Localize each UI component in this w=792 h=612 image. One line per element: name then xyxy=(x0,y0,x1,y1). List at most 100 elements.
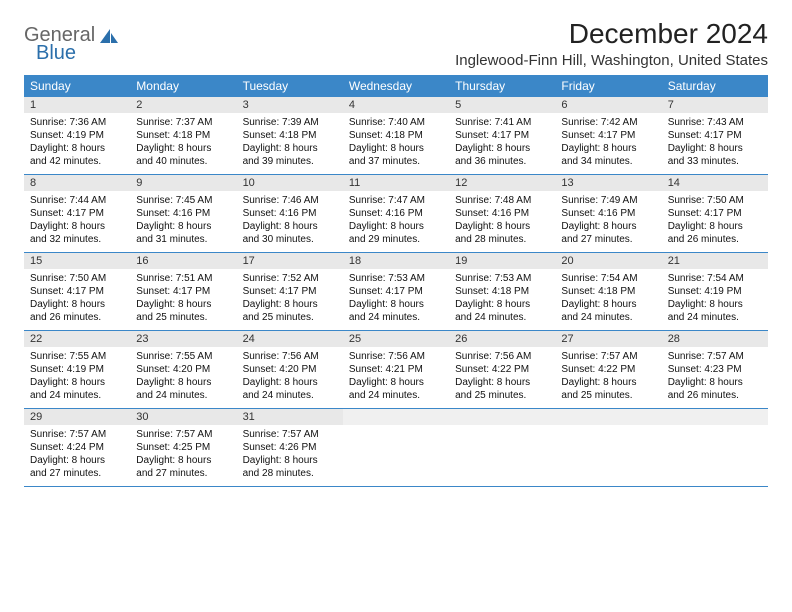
weekday-header: Saturday xyxy=(662,75,768,97)
calendar-day-cell: 11Sunrise: 7:47 AMSunset: 4:16 PMDayligh… xyxy=(343,175,449,253)
daylight-line: Daylight: 8 hours and 39 minutes. xyxy=(243,142,337,168)
daylight-line: Daylight: 8 hours and 25 minutes. xyxy=(243,298,337,324)
sunset-line: Sunset: 4:17 PM xyxy=(136,285,230,298)
sunrise-line: Sunrise: 7:51 AM xyxy=(136,272,230,285)
daylight-line: Daylight: 8 hours and 24 minutes. xyxy=(561,298,655,324)
sunrise-line: Sunrise: 7:39 AM xyxy=(243,116,337,129)
day-details: Sunrise: 7:53 AMSunset: 4:18 PMDaylight:… xyxy=(449,269,555,330)
sunrise-line: Sunrise: 7:53 AM xyxy=(349,272,443,285)
location: Inglewood-Finn Hill, Washington, United … xyxy=(455,52,768,69)
calendar-day-cell: 12Sunrise: 7:48 AMSunset: 4:16 PMDayligh… xyxy=(449,175,555,253)
empty-day-header xyxy=(662,409,768,425)
empty-day-body xyxy=(343,425,449,477)
calendar-day-cell: 19Sunrise: 7:53 AMSunset: 4:18 PMDayligh… xyxy=(449,253,555,331)
sunrise-line: Sunrise: 7:57 AM xyxy=(30,428,124,441)
daylight-line: Daylight: 8 hours and 42 minutes. xyxy=(30,142,124,168)
empty-day-body xyxy=(449,425,555,477)
day-number: 26 xyxy=(449,331,555,347)
day-details: Sunrise: 7:47 AMSunset: 4:16 PMDaylight:… xyxy=(343,191,449,252)
calendar-day-cell: 27Sunrise: 7:57 AMSunset: 4:22 PMDayligh… xyxy=(555,331,661,409)
daylight-line: Daylight: 8 hours and 26 minutes. xyxy=(30,298,124,324)
sunrise-line: Sunrise: 7:56 AM xyxy=(349,350,443,363)
day-number: 19 xyxy=(449,253,555,269)
sunset-line: Sunset: 4:18 PM xyxy=(561,285,655,298)
daylight-line: Daylight: 8 hours and 25 minutes. xyxy=(136,298,230,324)
sunrise-line: Sunrise: 7:56 AM xyxy=(243,350,337,363)
calendar-day-cell: 7Sunrise: 7:43 AMSunset: 4:17 PMDaylight… xyxy=(662,97,768,175)
month-title: December 2024 xyxy=(455,18,768,50)
sunset-line: Sunset: 4:25 PM xyxy=(136,441,230,454)
sunrise-line: Sunrise: 7:50 AM xyxy=(668,194,762,207)
sunset-line: Sunset: 4:24 PM xyxy=(30,441,124,454)
day-number: 13 xyxy=(555,175,661,191)
sunrise-line: Sunrise: 7:57 AM xyxy=(243,428,337,441)
day-details: Sunrise: 7:49 AMSunset: 4:16 PMDaylight:… xyxy=(555,191,661,252)
empty-day-header xyxy=(343,409,449,425)
calendar-day-cell: 28Sunrise: 7:57 AMSunset: 4:23 PMDayligh… xyxy=(662,331,768,409)
daylight-line: Daylight: 8 hours and 33 minutes. xyxy=(668,142,762,168)
sunrise-line: Sunrise: 7:50 AM xyxy=(30,272,124,285)
sunset-line: Sunset: 4:20 PM xyxy=(136,363,230,376)
logo: General Blue xyxy=(24,18,120,47)
calendar-day-cell: 2Sunrise: 7:37 AMSunset: 4:18 PMDaylight… xyxy=(130,97,236,175)
logo-text-blue: Blue xyxy=(36,42,76,65)
daylight-line: Daylight: 8 hours and 24 minutes. xyxy=(243,376,337,402)
day-details: Sunrise: 7:57 AMSunset: 4:26 PMDaylight:… xyxy=(237,425,343,486)
calendar-day-cell: 16Sunrise: 7:51 AMSunset: 4:17 PMDayligh… xyxy=(130,253,236,331)
daylight-line: Daylight: 8 hours and 27 minutes. xyxy=(561,220,655,246)
daylight-line: Daylight: 8 hours and 32 minutes. xyxy=(30,220,124,246)
daylight-line: Daylight: 8 hours and 24 minutes. xyxy=(30,376,124,402)
day-number: 21 xyxy=(662,253,768,269)
daylight-line: Daylight: 8 hours and 24 minutes. xyxy=(455,298,549,324)
sunset-line: Sunset: 4:19 PM xyxy=(30,363,124,376)
weekday-header: Sunday xyxy=(24,75,130,97)
sunset-line: Sunset: 4:16 PM xyxy=(349,207,443,220)
day-details: Sunrise: 7:53 AMSunset: 4:17 PMDaylight:… xyxy=(343,269,449,330)
calendar-day-cell: 29Sunrise: 7:57 AMSunset: 4:24 PMDayligh… xyxy=(24,409,130,487)
sunset-line: Sunset: 4:18 PM xyxy=(349,129,443,142)
day-details: Sunrise: 7:41 AMSunset: 4:17 PMDaylight:… xyxy=(449,113,555,174)
empty-day-header xyxy=(449,409,555,425)
calendar-day-cell: 6Sunrise: 7:42 AMSunset: 4:17 PMDaylight… xyxy=(555,97,661,175)
sunrise-line: Sunrise: 7:55 AM xyxy=(136,350,230,363)
calendar-day-cell: 15Sunrise: 7:50 AMSunset: 4:17 PMDayligh… xyxy=(24,253,130,331)
day-number: 30 xyxy=(130,409,236,425)
sunset-line: Sunset: 4:17 PM xyxy=(243,285,337,298)
day-details: Sunrise: 7:57 AMSunset: 4:22 PMDaylight:… xyxy=(555,347,661,408)
sunrise-line: Sunrise: 7:43 AM xyxy=(668,116,762,129)
calendar-week-row: 1Sunrise: 7:36 AMSunset: 4:19 PMDaylight… xyxy=(24,97,768,175)
calendar-day-cell: 22Sunrise: 7:55 AMSunset: 4:19 PMDayligh… xyxy=(24,331,130,409)
calendar-day-cell xyxy=(449,409,555,487)
day-number: 28 xyxy=(662,331,768,347)
daylight-line: Daylight: 8 hours and 40 minutes. xyxy=(136,142,230,168)
sunrise-line: Sunrise: 7:57 AM xyxy=(668,350,762,363)
sunrise-line: Sunrise: 7:48 AM xyxy=(455,194,549,207)
sunset-line: Sunset: 4:22 PM xyxy=(455,363,549,376)
day-number: 9 xyxy=(130,175,236,191)
day-number: 22 xyxy=(24,331,130,347)
header: General Blue December 2024 Inglewood-Fin… xyxy=(24,18,768,69)
day-details: Sunrise: 7:43 AMSunset: 4:17 PMDaylight:… xyxy=(662,113,768,174)
day-number: 6 xyxy=(555,97,661,113)
sunset-line: Sunset: 4:17 PM xyxy=(30,207,124,220)
calendar-day-cell: 20Sunrise: 7:54 AMSunset: 4:18 PMDayligh… xyxy=(555,253,661,331)
day-details: Sunrise: 7:40 AMSunset: 4:18 PMDaylight:… xyxy=(343,113,449,174)
calendar-day-cell: 31Sunrise: 7:57 AMSunset: 4:26 PMDayligh… xyxy=(237,409,343,487)
day-number: 11 xyxy=(343,175,449,191)
calendar-day-cell: 18Sunrise: 7:53 AMSunset: 4:17 PMDayligh… xyxy=(343,253,449,331)
sunrise-line: Sunrise: 7:45 AM xyxy=(136,194,230,207)
weekday-header-row: Sunday Monday Tuesday Wednesday Thursday… xyxy=(24,75,768,97)
calendar-day-cell xyxy=(555,409,661,487)
calendar-day-cell: 21Sunrise: 7:54 AMSunset: 4:19 PMDayligh… xyxy=(662,253,768,331)
day-details: Sunrise: 7:54 AMSunset: 4:18 PMDaylight:… xyxy=(555,269,661,330)
sunset-line: Sunset: 4:20 PM xyxy=(243,363,337,376)
daylight-line: Daylight: 8 hours and 34 minutes. xyxy=(561,142,655,168)
daylight-line: Daylight: 8 hours and 30 minutes. xyxy=(243,220,337,246)
day-number: 7 xyxy=(662,97,768,113)
day-details: Sunrise: 7:44 AMSunset: 4:17 PMDaylight:… xyxy=(24,191,130,252)
sunrise-line: Sunrise: 7:42 AM xyxy=(561,116,655,129)
day-details: Sunrise: 7:48 AMSunset: 4:16 PMDaylight:… xyxy=(449,191,555,252)
sunrise-line: Sunrise: 7:41 AM xyxy=(455,116,549,129)
calendar-day-cell: 3Sunrise: 7:39 AMSunset: 4:18 PMDaylight… xyxy=(237,97,343,175)
calendar-day-cell: 30Sunrise: 7:57 AMSunset: 4:25 PMDayligh… xyxy=(130,409,236,487)
